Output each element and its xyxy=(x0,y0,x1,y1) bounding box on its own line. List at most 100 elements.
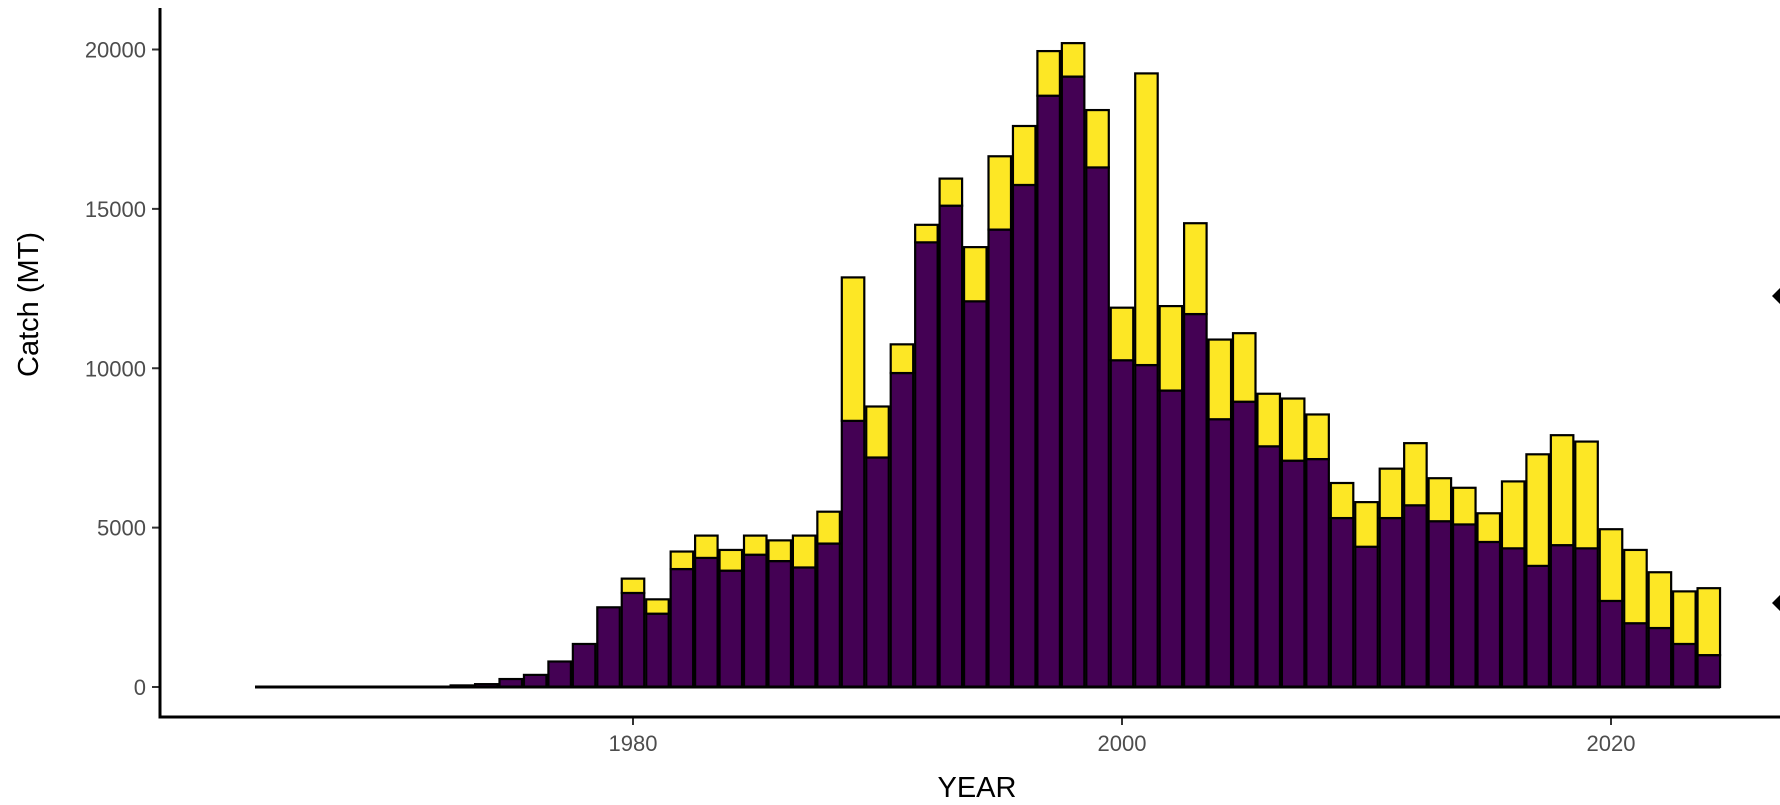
bar-segment-bottom-2021 xyxy=(1623,622,1648,689)
legend-key-cropped xyxy=(1772,595,1780,611)
bar-segment-top-2002 xyxy=(1158,304,1184,392)
bar-segment-top-2013 xyxy=(1427,477,1453,523)
bar-segment-top-2023 xyxy=(1672,590,1697,646)
bar-segment-top-1998 xyxy=(1060,42,1086,78)
bar-segment-top-1995 xyxy=(987,155,1013,231)
bar-segment-bottom-2009 xyxy=(1329,516,1355,689)
bar-segment-bottom-2012 xyxy=(1403,504,1428,689)
bar-segment-bottom-1987 xyxy=(791,566,817,689)
bar-segment-top-2021 xyxy=(1623,548,1648,625)
bar-segment-top-2007 xyxy=(1280,397,1306,462)
bar-segment-bottom-1983 xyxy=(694,556,719,689)
bar-segment-top-1984 xyxy=(718,548,744,572)
bar-segment-top-1990 xyxy=(865,405,890,459)
bar-segment-bottom-2008 xyxy=(1305,457,1330,689)
bar-segment-bottom-2014 xyxy=(1451,523,1477,689)
bar-segment-top-1992 xyxy=(914,223,939,244)
bar-segment-bottom-2010 xyxy=(1354,545,1379,689)
bar-segment-bottom-1991 xyxy=(889,371,915,689)
bar-segment-bottom-1993 xyxy=(938,204,964,689)
bar-segment-top-2005 xyxy=(1231,332,1257,403)
x-tick-label: 2020 xyxy=(1587,731,1636,756)
bar-segment-top-2000 xyxy=(1109,306,1135,362)
bar-segment-bottom-1997 xyxy=(1036,94,1061,689)
y-tick-label: 20000 xyxy=(85,38,146,63)
bar-segment-top-2014 xyxy=(1451,486,1477,526)
bar-segment-bottom-2019 xyxy=(1574,547,1599,689)
legend-cropped xyxy=(1772,288,1780,611)
bar-segment-top-1982 xyxy=(669,550,695,571)
bar-segment-bottom-2017 xyxy=(1525,564,1550,689)
bar-segment-top-2001 xyxy=(1134,72,1159,367)
x-axis-title: YEAR xyxy=(938,772,1017,804)
y-tick-label: 10000 xyxy=(85,356,146,381)
bar-segment-top-1989 xyxy=(840,276,866,422)
bar-segment-bottom-1994 xyxy=(962,300,988,689)
bar-segment-top-1996 xyxy=(1011,124,1037,187)
bar-segment-bottom-2020 xyxy=(1598,599,1624,689)
bar-segment-top-1997 xyxy=(1036,49,1061,97)
bar-segment-bottom-2005 xyxy=(1231,400,1257,689)
bar-segment-bottom-1980 xyxy=(620,591,646,689)
y-tick-label: 5000 xyxy=(97,516,146,541)
y-tick-label: 15000 xyxy=(85,197,146,222)
bar-segment-bottom-1981 xyxy=(645,612,670,689)
bar-segment-bottom-1986 xyxy=(767,559,793,689)
bar-segment-top-2016 xyxy=(1500,480,1526,550)
bar-segment-top-2010 xyxy=(1354,501,1379,548)
bar-segment-bottom-1984 xyxy=(718,569,744,689)
bar-segment-top-2006 xyxy=(1256,392,1282,448)
bar-segment-bottom-1999 xyxy=(1085,166,1110,689)
x-tick-label: 1980 xyxy=(609,731,658,756)
bar-segment-bottom-2023 xyxy=(1672,642,1697,689)
stacked-bars xyxy=(449,42,1722,689)
bar-segment-bottom-1998 xyxy=(1060,75,1086,689)
bar-segment-top-2020 xyxy=(1598,528,1624,603)
bar-segment-top-1994 xyxy=(962,246,988,303)
bar-segment-top-2004 xyxy=(1207,338,1233,421)
x-axis-ticks: 1980 2000 2020 xyxy=(609,717,1636,756)
bar-segment-top-2009 xyxy=(1329,481,1355,520)
bar-segment-top-1999 xyxy=(1085,108,1110,169)
bar-segment-bottom-2002 xyxy=(1158,389,1184,689)
bar-segment-bottom-1976 xyxy=(522,673,548,689)
bar-segment-top-1991 xyxy=(889,343,915,375)
x-tick-label: 2000 xyxy=(1098,731,1147,756)
bar-segment-top-1980 xyxy=(620,577,646,595)
bar-segment-bottom-2001 xyxy=(1134,363,1159,689)
bar-segment-bottom-2024 xyxy=(1696,654,1722,689)
bar-segment-top-2003 xyxy=(1183,222,1208,316)
bar-segment-top-2011 xyxy=(1378,467,1404,520)
bar-segment-top-1987 xyxy=(791,534,817,569)
legend-key-cropped xyxy=(1772,288,1780,304)
bar-segment-bottom-1977 xyxy=(547,660,572,689)
bar-segment-bottom-2003 xyxy=(1183,312,1208,689)
bar-segment-bottom-1995 xyxy=(987,228,1013,689)
bar-segment-bottom-1979 xyxy=(596,606,621,689)
bar-segment-bottom-1996 xyxy=(1011,183,1037,689)
bar-segment-top-2018 xyxy=(1549,434,1575,547)
bar-segment-top-1985 xyxy=(742,534,768,556)
bar-segment-top-2017 xyxy=(1525,453,1550,567)
bar-segment-bottom-2016 xyxy=(1500,547,1526,689)
bar-segment-bottom-1988 xyxy=(816,542,841,689)
bar-segment-top-1986 xyxy=(767,539,793,563)
bar-segment-bottom-2006 xyxy=(1256,445,1282,689)
bar-segment-top-1993 xyxy=(938,177,964,207)
bar-segment-bottom-1992 xyxy=(914,241,939,689)
bar-segment-top-2012 xyxy=(1403,442,1428,507)
bar-segment-bottom-1982 xyxy=(669,567,695,689)
bar-segment-bottom-1989 xyxy=(840,419,866,689)
y-tick-label: 0 xyxy=(134,675,146,700)
bar-segment-bottom-2000 xyxy=(1109,359,1135,689)
bar-segment-top-2024 xyxy=(1696,587,1722,657)
bar-segment-bottom-2013 xyxy=(1427,520,1453,689)
bar-segment-bottom-1985 xyxy=(742,553,768,689)
bar-segment-bottom-1978 xyxy=(571,642,597,689)
y-axis-ticks: 0 5000 10000 15000 20000 xyxy=(85,38,160,700)
bar-segment-top-2022 xyxy=(1647,571,1673,630)
bar-segment-bottom-2011 xyxy=(1378,516,1404,689)
y-axis-title: Catch (MT) xyxy=(13,232,45,377)
bar-segment-top-2015 xyxy=(1476,512,1502,544)
